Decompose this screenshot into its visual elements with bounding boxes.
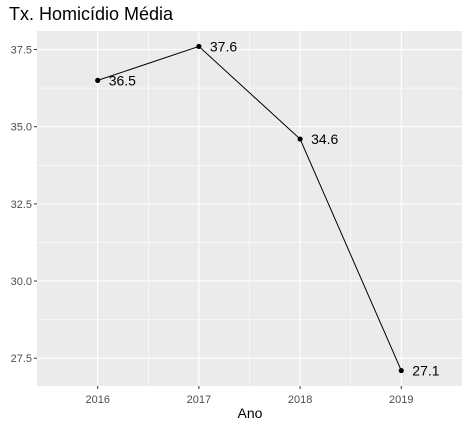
y-tick-label: 27.5 (11, 353, 32, 365)
data-label: 34.6 (311, 131, 338, 147)
x-axis: 2016 2017 2018 2019 (85, 386, 414, 406)
data-point (297, 136, 303, 142)
major-gridlines (37, 31, 462, 386)
y-tick-label: 30.0 (11, 276, 32, 288)
series-line (97, 45, 402, 371)
y-axis: 27.5 30.0 32.5 35.0 37.5 (11, 45, 37, 365)
y-tick-label: 35.0 (11, 122, 32, 134)
data-labels: 36.5 37.6 34.6 27.1 (109, 38, 440, 378)
x-tick-label: 2019 (389, 394, 413, 406)
data-point (196, 43, 202, 50)
y-tick-label: 32.5 (11, 199, 32, 211)
series-line-path (97, 45, 402, 371)
x-tick-label: 2017 (187, 394, 211, 406)
chart-title: Tx. Homicídio Média (9, 4, 174, 24)
x-tick-label: 2016 (85, 394, 109, 406)
data-point (398, 367, 404, 374)
data-point (95, 77, 101, 83)
data-label: 27.1 (412, 363, 439, 379)
data-label: 37.6 (210, 38, 237, 54)
x-tick-label: 2018 (288, 394, 312, 406)
y-tick-label: 37.5 (11, 45, 32, 57)
minor-gridlines (37, 31, 462, 386)
data-points (95, 43, 404, 374)
data-label: 36.5 (109, 72, 136, 88)
x-axis-title: Ano (238, 405, 263, 421)
